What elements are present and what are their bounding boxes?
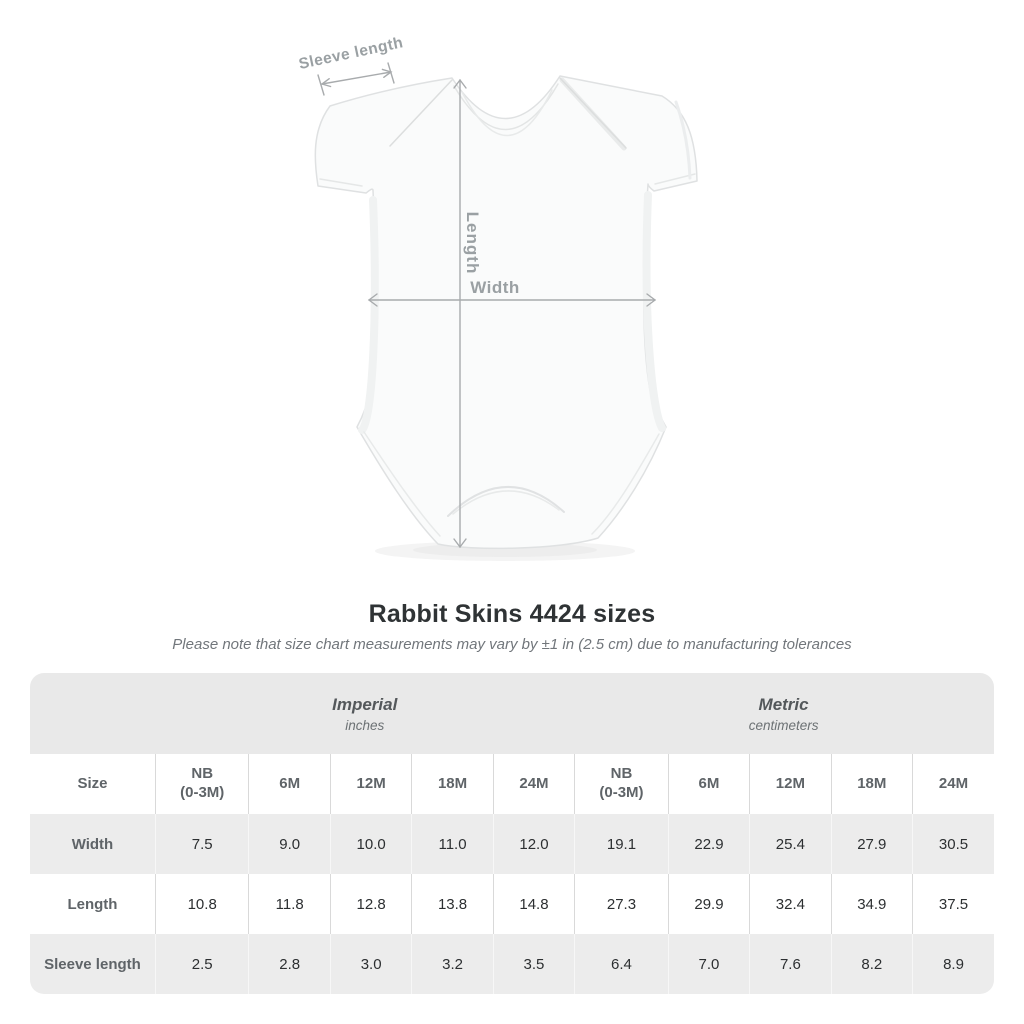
cell: 7.5 [154,814,249,874]
imperial-label: Imperial [332,694,398,714]
cell: 8.2 [830,934,913,994]
col-header-6m-metric: 6M [667,754,750,814]
col-header-12m-imperial: 12M [329,754,412,814]
col-header-nb-imperial: NB (0-3M) [154,754,249,814]
col-header-12m-metric: 12M [749,754,832,814]
cell: 3.0 [329,934,412,994]
cell: 27.9 [830,814,913,874]
table-row-length: Length 10.8 11.8 12.8 13.8 14.8 27.3 29.… [30,874,994,934]
row-label: Width [71,835,114,853]
sleeve-length-arrow [317,62,395,96]
cell: 10.8 [154,874,249,934]
unit-header-row: Imperial inches Metric centimeters [30,673,994,754]
size-header-row: Size NB (0-3M) 6M 12M 18M 24M NB (0-3M) … [30,754,994,814]
metric-label: Metric [758,694,809,714]
table-row-sleeve-length: Sleeve length 2.5 2.8 3.0 3.2 3.5 6.4 7.… [30,934,994,994]
metric-group-header: Metric centimeters [574,695,993,733]
cell: 2.5 [154,934,249,994]
length-arrow [453,78,467,549]
cell: 8.9 [912,934,994,994]
cell: 19.1 [574,814,669,874]
tolerance-note: Please note that size chart measurements… [172,636,852,653]
sizes-table: Size NB (0-3M) 6M 12M 18M 24M NB (0-3M) … [30,754,994,994]
cell: 22.9 [667,814,750,874]
cell: 12.8 [329,874,412,934]
cell: 29.9 [667,874,750,934]
cell: 7.0 [667,934,750,994]
onesie-body [314,75,698,550]
onesie-illustration: Sleeve length Length Width [297,34,698,561]
metric-unit-label: centimeters [748,717,819,733]
width-label: Width [470,278,520,297]
col-header-nb-metric: NB (0-3M) [574,754,669,814]
imperial-group-header: Imperial inches [155,695,574,733]
table-row-width: Width 7.5 9.0 10.0 11.0 12.0 19.1 22.9 2… [30,814,994,874]
imperial-unit-label: inches [345,717,385,733]
cell: 11.8 [248,874,331,934]
cell: 30.5 [912,814,994,874]
cell: 2.8 [248,934,331,994]
page-title: Rabbit Skins 4424 sizes [368,600,656,628]
col-header-6m-imperial: 6M [248,754,331,814]
cell: 32.4 [749,874,832,934]
cell: 27.3 [574,874,669,934]
cell: 37.5 [912,874,994,934]
col-header-18m-imperial: 18M [411,754,494,814]
cell: 7.6 [749,934,832,994]
col-header-24m-imperial: 24M [492,754,575,814]
length-label: Length [463,212,482,275]
col-header-24m-metric: 24M [912,754,994,814]
cell: 13.8 [411,874,494,934]
onesie-details [319,77,696,537]
size-diagram: Sleeve length Length Width [297,34,698,561]
cell: 11.0 [411,814,494,874]
cell: 10.0 [329,814,412,874]
cell: 3.2 [411,934,494,994]
row-label: Sleeve length [44,955,141,973]
row-label: Length [67,895,118,913]
width-arrow [367,293,657,307]
size-column-header: Size [77,774,108,792]
cell: 34.9 [830,874,913,934]
size-table: Imperial inches Metric centimeters Size … [30,673,994,994]
cell: 25.4 [749,814,832,874]
cell: 6.4 [574,934,669,994]
col-header-18m-metric: 18M [830,754,913,814]
cell: 12.0 [492,814,575,874]
cell: 14.8 [492,874,575,934]
cell: 3.5 [492,934,575,994]
cell: 9.0 [248,814,331,874]
